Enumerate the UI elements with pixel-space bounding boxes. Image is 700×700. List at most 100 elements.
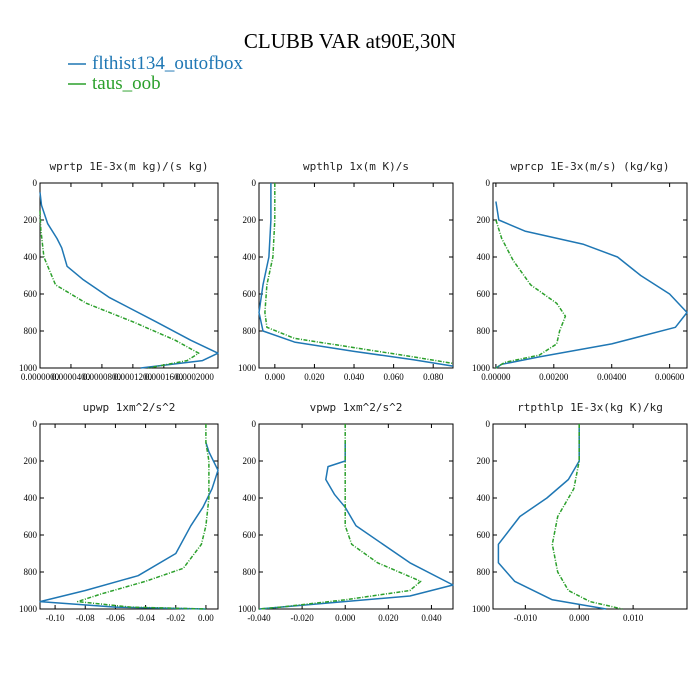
x-tick-label: 0.00400 xyxy=(597,372,627,382)
x-tick-label: -0.04 xyxy=(136,613,155,623)
x-tick-label: -0.08 xyxy=(76,613,95,623)
y-tick-label: 800 xyxy=(24,567,38,577)
x-tick-label: 0.010 xyxy=(623,613,644,623)
y-tick-label: 800 xyxy=(243,567,257,577)
y-tick-label: 200 xyxy=(243,215,257,225)
plot-frame xyxy=(39,182,219,369)
series-line-flthist134_outofbox xyxy=(258,442,454,610)
x-tick-label: 0.0000400 xyxy=(52,372,91,382)
y-tick-label: 200 xyxy=(477,215,491,225)
y-tick-label: 1000 xyxy=(238,363,257,373)
y-tick-label: 800 xyxy=(477,326,491,336)
series-line-flthist134_outofbox xyxy=(258,183,454,367)
y-tick-label: 800 xyxy=(243,326,257,336)
y-tick-label: 1000 xyxy=(472,363,491,373)
legend-label-2: taus_oob xyxy=(92,73,161,94)
chart-panel-2: wpthlp 1x(m K)/s 0 200 400 600 800 1000 0.000 0.… xyxy=(238,160,454,382)
x-tick-label: 0.080 xyxy=(423,372,444,382)
plot-frame xyxy=(39,423,219,610)
panel-title: wprtp 1E-3x(m kg)/(s kg) xyxy=(50,160,209,173)
x-tick-label: 0.060 xyxy=(383,372,404,382)
series-line-taus_oob xyxy=(76,424,210,610)
plot-frame xyxy=(258,182,454,369)
y-tick-label: 800 xyxy=(477,567,491,577)
x-tick-label: -0.02 xyxy=(166,613,185,623)
y-tick-label: 1000 xyxy=(238,604,257,614)
x-tick-label: 0.0001600 xyxy=(145,372,184,382)
y-tick-label: 800 xyxy=(24,326,38,336)
x-tick-label: 0.0002000 xyxy=(176,372,215,382)
y-tick-label: 400 xyxy=(24,493,38,503)
plot-frame xyxy=(258,423,454,610)
figure-title: CLUBB VAR at90E,30N xyxy=(244,29,456,53)
series-line-flthist134_outofbox xyxy=(39,442,219,610)
y-tick-label: 600 xyxy=(477,289,491,299)
y-tick-label: 0 xyxy=(486,178,491,188)
y-tick-label: 200 xyxy=(24,456,38,466)
y-tick-label: 1000 xyxy=(19,363,38,373)
series-line-taus_oob xyxy=(551,424,623,610)
panel-title: upwp 1xm^2/s^2 xyxy=(83,401,176,414)
chart-panel-4: upwp 1xm^2/s^2 0 200 400 600 800 1000 -0.10 -0.0… xyxy=(19,401,219,623)
chart-panel-5: vpwp 1xm^2/s^2 0 200 400 600 800 1000-0.040 -0.… xyxy=(238,401,454,623)
x-tick-label: 0.040 xyxy=(421,613,442,623)
y-tick-label: 1000 xyxy=(19,604,38,614)
y-tick-label: 1000 xyxy=(472,604,491,614)
x-tick-label: -0.020 xyxy=(290,613,314,623)
x-tick-label: 0.00 xyxy=(198,613,214,623)
panel-title: rtpthlp 1E-3x(kg K)/kg xyxy=(517,401,663,414)
x-tick-label: 0.000 xyxy=(265,372,286,382)
x-tick-label: 0.020 xyxy=(378,613,399,623)
y-tick-label: 600 xyxy=(243,530,257,540)
x-tick-label: 0.0000800 xyxy=(83,372,122,382)
x-tick-label: 0.040 xyxy=(344,372,365,382)
plot-frame xyxy=(492,423,688,610)
series-line-taus_oob xyxy=(495,219,567,369)
y-tick-label: 0 xyxy=(252,178,257,188)
x-tick-label: 0.0001200 xyxy=(114,372,153,382)
y-tick-label: 400 xyxy=(477,252,491,262)
x-tick-label: 0.00600 xyxy=(655,372,685,382)
legend-label-1: flthist134_outofbox xyxy=(92,53,243,74)
chart-panel-1: wprtp 1E-3x(m kg)/(s kg) 0 200 400 600 800 100… xyxy=(19,160,219,382)
x-tick-label: 0.000 xyxy=(569,613,590,623)
y-tick-label: 400 xyxy=(477,493,491,503)
x-tick-label: -0.040 xyxy=(247,613,271,623)
series-line-taus_oob xyxy=(39,210,200,369)
x-tick-label: 0.0000000 xyxy=(21,372,60,382)
x-tick-label: -0.06 xyxy=(106,613,125,623)
x-tick-label: 0.00200 xyxy=(539,372,569,382)
panel-title: vpwp 1xm^2/s^2 xyxy=(310,401,403,414)
series-line-taus_oob xyxy=(264,183,454,365)
x-tick-label: 0.020 xyxy=(304,372,325,382)
y-tick-label: 400 xyxy=(243,493,257,503)
series-line-flthist134_outofbox xyxy=(495,201,688,369)
chart-panel-6: rtpthlp 1E-3x(kg K)/kg 0 200 400 600 800 1000 -… xyxy=(472,401,688,623)
series-line-flthist134_outofbox xyxy=(497,424,607,610)
legend: flthist134_outofbox taus_oob xyxy=(68,53,243,94)
y-tick-label: 0 xyxy=(486,419,491,429)
y-tick-label: 200 xyxy=(243,456,257,466)
x-tick-label: 0.000 xyxy=(335,613,356,623)
panels: wprtp 1E-3x(m kg)/(s kg) 0 200 400 600 800 100… xyxy=(19,160,688,623)
panel-title: wprcp 1E-3x(m/s) (kg/kg) xyxy=(511,160,670,173)
y-tick-label: 200 xyxy=(477,456,491,466)
series-line-taus_oob xyxy=(258,424,422,610)
y-tick-label: 400 xyxy=(24,252,38,262)
y-tick-label: 600 xyxy=(243,289,257,299)
chart-panel-3: wprcp 1E-3x(m/s) (kg/kg) 0 200 400 600 800 100… xyxy=(472,160,688,382)
series-line-flthist134_outofbox xyxy=(39,192,219,369)
y-tick-label: 600 xyxy=(24,530,38,540)
y-tick-label: 0 xyxy=(33,178,38,188)
y-tick-label: 600 xyxy=(477,530,491,540)
y-tick-label: 200 xyxy=(24,215,38,225)
x-tick-label: -0.010 xyxy=(514,613,538,623)
x-tick-label: 0.00000 xyxy=(481,372,511,382)
y-tick-label: 0 xyxy=(252,419,257,429)
y-tick-label: 600 xyxy=(24,289,38,299)
y-tick-label: 400 xyxy=(243,252,257,262)
panel-title: wpthlp 1x(m K)/s xyxy=(303,160,409,173)
plot-frame xyxy=(492,182,688,369)
x-tick-label: -0.10 xyxy=(46,613,65,623)
